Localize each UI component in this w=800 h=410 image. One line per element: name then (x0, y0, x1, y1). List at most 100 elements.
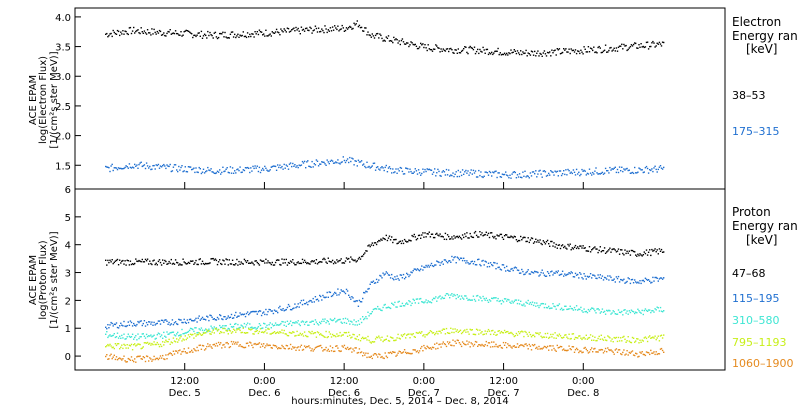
proton-data-point (310, 261, 312, 263)
proton-data-point (217, 318, 220, 320)
proton-data-point (221, 326, 223, 328)
proton-data-point (242, 263, 244, 265)
proton-data-point (258, 264, 261, 266)
proton-data-point (129, 345, 132, 347)
proton-data-point (265, 258, 267, 260)
electron-data-point (367, 166, 369, 168)
proton-data-point (368, 287, 370, 290)
proton-data-point (203, 318, 206, 320)
proton-data-point (203, 349, 206, 351)
electron-data-point (115, 167, 118, 169)
electron-data-point (168, 31, 170, 33)
electron-data-point (416, 173, 419, 175)
proton-data-point (467, 299, 469, 301)
proton-data-point (207, 316, 209, 318)
proton-data-point (201, 334, 204, 336)
proton-data-point (168, 352, 170, 355)
proton-data-point (215, 342, 218, 345)
proton-data-point (166, 320, 168, 322)
proton-data-point (444, 343, 447, 346)
proton-data-point (638, 282, 640, 284)
proton-data-point (106, 328, 108, 330)
proton-data-point (171, 263, 174, 265)
proton-data-point (555, 350, 557, 352)
electron-data-point (623, 43, 625, 46)
proton-data-point (563, 275, 565, 277)
proton-data-point (294, 346, 296, 348)
electron-data-point (309, 165, 311, 168)
proton-data-point (557, 244, 559, 246)
proton-data-point (344, 292, 347, 295)
proton-data-point (279, 331, 281, 333)
electron-data-point (382, 167, 384, 169)
proton-data-point (485, 340, 487, 343)
electron-data-point (170, 33, 172, 35)
proton-data-point (399, 338, 401, 340)
electron-data-point (245, 36, 248, 39)
proton-data-point (363, 253, 365, 256)
proton-data-point (453, 256, 455, 259)
proton-data-point (354, 300, 356, 303)
electron-data-point (205, 34, 207, 37)
proton-data-point (479, 329, 481, 331)
proton-data-point (223, 331, 225, 334)
electron-data-point (377, 32, 379, 35)
proton-data-point (657, 353, 659, 355)
proton-data-point (296, 305, 298, 308)
proton-data-point (489, 333, 492, 336)
electron-data-point (373, 162, 376, 164)
electron-data-point (384, 166, 386, 169)
proton-data-point (414, 268, 416, 270)
proton-data-point (367, 288, 369, 290)
electron-data-point (481, 51, 483, 53)
proton-data-point (235, 331, 237, 333)
proton-data-point (627, 313, 629, 315)
proton-data-point (150, 344, 152, 346)
proton-data-point (252, 310, 254, 313)
electron-data-point (663, 41, 665, 44)
proton-data-point (413, 299, 415, 302)
proton-data-point (557, 270, 559, 272)
proton-data-point (499, 300, 501, 302)
electron-data-point (216, 170, 219, 172)
proton-data-point (593, 339, 595, 341)
proton-data-point (442, 328, 444, 330)
proton-data-point (463, 330, 465, 332)
proton-data-point (197, 317, 199, 319)
proton-data-point (321, 261, 323, 263)
proton-data-point (536, 346, 538, 349)
proton-ylabel-line1: ACE EPAM (28, 255, 39, 305)
proton-data-point (308, 324, 310, 326)
proton-data-point (653, 337, 655, 339)
proton-data-point (601, 338, 604, 340)
proton-data-point (436, 342, 438, 344)
electron-data-point (600, 172, 602, 174)
proton-data-point (478, 299, 480, 301)
electron-data-point (235, 172, 237, 174)
proton-data-point (223, 260, 225, 262)
proton-data-point (303, 303, 306, 305)
proton-data-point (606, 251, 608, 253)
proton-data-point (559, 345, 562, 348)
proton-data-point (616, 277, 619, 280)
proton-data-point (627, 354, 629, 356)
proton-data-point (133, 360, 135, 363)
proton-data-point (628, 278, 630, 280)
proton-data-point (365, 352, 367, 354)
proton-data-point (255, 328, 257, 330)
proton-data-point (117, 357, 120, 360)
proton-data-point (198, 315, 200, 317)
proton-data-point (543, 274, 546, 276)
proton-data-point (125, 347, 127, 349)
proton-data-point (137, 355, 139, 357)
proton-data-point (121, 334, 123, 337)
proton-data-point (221, 331, 223, 334)
proton-data-point (522, 331, 524, 333)
proton-data-point (205, 319, 207, 321)
proton-data-point (277, 311, 279, 314)
proton-data-point (579, 308, 581, 311)
proton-data-point (501, 347, 504, 349)
proton-data-point (546, 239, 549, 242)
proton-data-point (324, 336, 326, 338)
proton-data-point (237, 264, 239, 266)
